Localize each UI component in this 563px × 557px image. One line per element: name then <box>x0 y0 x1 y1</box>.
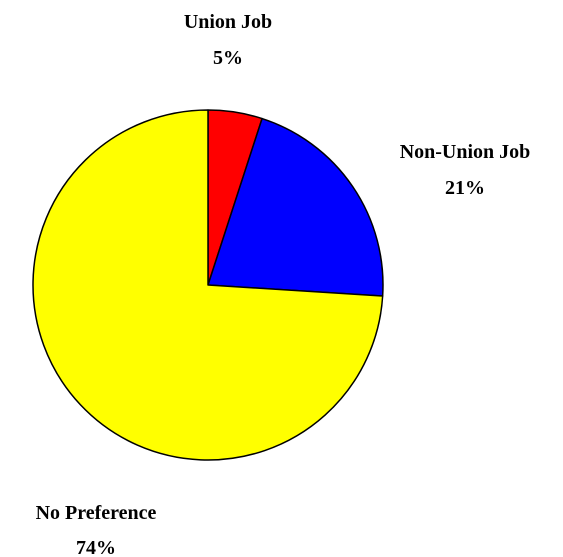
slice-label-no-preference: No Preference 74% <box>36 502 157 557</box>
slice-name-no-preference: No Preference <box>36 502 157 524</box>
slice-percent-non-union-job: 21% <box>445 177 485 199</box>
slice-percent-union-job: 5% <box>213 47 243 69</box>
slice-name-union-job: Union Job <box>184 11 272 33</box>
slice-label-union-job: Union Job 5% <box>184 11 272 69</box>
slice-label-non-union-job: Non-Union Job 21% <box>400 141 531 199</box>
pie-slices <box>32 109 384 461</box>
pie-slice-non-union-job <box>207 117 384 297</box>
pie-slice-no-preference <box>32 109 384 461</box>
slice-percent-no-preference: 74% <box>76 537 116 557</box>
slice-name-non-union-job: Non-Union Job <box>400 141 531 163</box>
